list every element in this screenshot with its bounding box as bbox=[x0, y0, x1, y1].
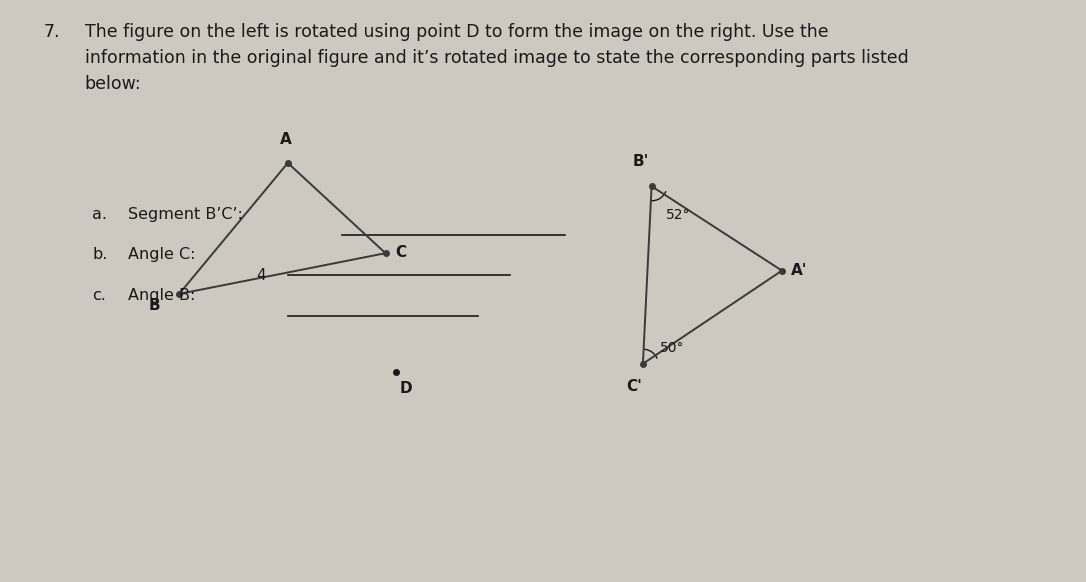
Text: D: D bbox=[400, 381, 413, 396]
Text: 7.: 7. bbox=[43, 23, 60, 41]
Text: C': C' bbox=[627, 379, 642, 395]
Text: B: B bbox=[149, 298, 161, 313]
Text: B': B' bbox=[632, 154, 649, 169]
Text: Angle B:: Angle B: bbox=[128, 288, 195, 303]
Text: b.: b. bbox=[92, 247, 108, 262]
Text: A: A bbox=[280, 132, 291, 147]
Text: Angle C:: Angle C: bbox=[128, 247, 195, 262]
Text: 52°: 52° bbox=[666, 208, 691, 222]
Text: C: C bbox=[395, 244, 406, 260]
Text: Segment B’C’:: Segment B’C’: bbox=[128, 207, 243, 222]
Text: 50°: 50° bbox=[660, 341, 685, 355]
Text: c.: c. bbox=[92, 288, 106, 303]
Text: A': A' bbox=[791, 263, 807, 278]
Text: 4: 4 bbox=[256, 268, 265, 283]
Text: The figure on the left is rotated using point D to form the image on the right. : The figure on the left is rotated using … bbox=[85, 23, 909, 93]
Text: a.: a. bbox=[92, 207, 108, 222]
